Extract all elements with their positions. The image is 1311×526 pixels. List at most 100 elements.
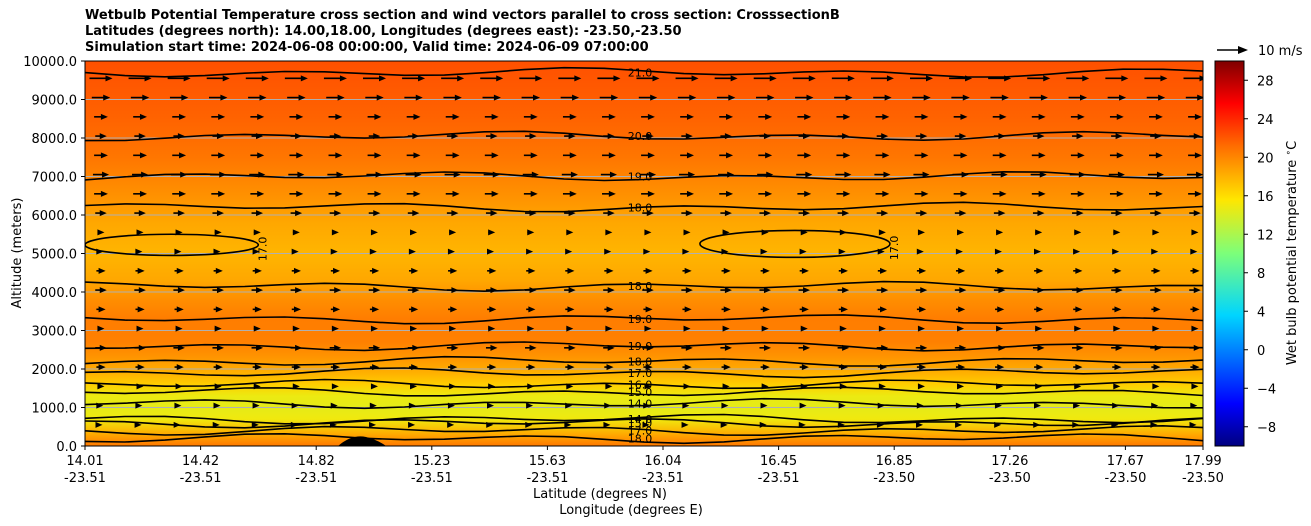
wind-arrow-head [803, 133, 811, 140]
wind-arrow-head [138, 210, 146, 217]
wind-arrow-head [1152, 383, 1160, 390]
wind-arrow-head [450, 364, 458, 371]
wind-arrow-head [842, 344, 850, 351]
wind-arrow-head [881, 287, 889, 294]
wind-arrow-head [916, 421, 923, 428]
wind-arrow-head [843, 113, 851, 120]
wind-arrow-head [370, 325, 378, 332]
wind-arrow-head [486, 421, 494, 428]
wind-arrow-head [683, 325, 691, 332]
wind-arrow-head [998, 133, 1006, 140]
wind-arrow-head [526, 402, 534, 409]
wind-arrow-head [958, 306, 966, 313]
wind-arrow-head [882, 152, 890, 159]
wind-arrow-head [840, 306, 848, 313]
wind-arrow-head [412, 344, 420, 351]
contour-line [85, 413, 1203, 425]
quiver-key-arrowhead [1238, 46, 1248, 54]
wind-arrow-head [765, 190, 773, 197]
closed-contour [699, 229, 891, 259]
wind-arrow-head [214, 229, 222, 236]
wind-arrow-head [916, 248, 924, 255]
wind-arrow-head [179, 190, 187, 197]
wind-arrow-head [996, 383, 1004, 390]
wind-arrow-head [1114, 267, 1122, 274]
x-tick-label-lat: 17.99 [1184, 454, 1221, 469]
y-tick-label: 8000.0 [32, 132, 78, 147]
wind-arrow-head [724, 133, 732, 140]
wind-arrow-head [724, 344, 732, 351]
wind-arrow-head [254, 364, 262, 371]
wind-arrow-head [176, 306, 184, 313]
wind-arrow-head [845, 94, 853, 101]
x-tick-label-lat: 16.04 [644, 454, 681, 469]
wind-arrow-head [256, 133, 264, 140]
wind-arrow-head [413, 152, 421, 159]
wind-arrow-head [607, 210, 615, 217]
wind-arrow-head [684, 267, 692, 274]
wind-arrow-head [411, 364, 419, 371]
wind-arrow-head [723, 267, 731, 274]
wind-arrow-head [183, 75, 191, 82]
wind-arrow-head [292, 229, 300, 236]
wind-arrow-head [645, 306, 653, 313]
wind-arrow-head [842, 287, 850, 294]
wind-arrow-head [722, 229, 730, 236]
contour-line [85, 355, 1203, 367]
wind-arrow-head [652, 75, 660, 82]
wind-arrow-head [920, 344, 928, 351]
wind-arrow-head [958, 364, 966, 371]
contour-label: 14.0 [628, 398, 653, 411]
wind-arrow-head [1074, 229, 1082, 236]
wind-arrow-head [1115, 344, 1123, 351]
wind-arrow-head [919, 306, 927, 313]
wind-arrow-head [1154, 287, 1162, 294]
wind-arrow-head [839, 229, 847, 236]
wind-arrow-head [535, 75, 543, 82]
wind-arrow-head [916, 402, 924, 409]
wind-arrow-head [1152, 229, 1160, 236]
wind-arrow-head [530, 113, 538, 120]
wind-arrow-head [567, 267, 575, 274]
contour-line [85, 386, 1203, 397]
wind-arrow-head [449, 229, 457, 236]
wind-arrow-head [176, 364, 184, 371]
wind-arrow-head [880, 267, 888, 274]
wind-arrow-head [685, 210, 693, 217]
wind-arrow-head [761, 383, 769, 390]
wind-arrow-head [453, 171, 461, 178]
contour-label: 21.0 [628, 67, 653, 80]
wind-arrow-head [490, 287, 498, 294]
wind-arrow-head [564, 421, 572, 428]
colorbar-tick-label: 0 [1257, 344, 1265, 359]
wind-arrow-head [681, 421, 689, 428]
wind-arrow-head [293, 267, 301, 274]
wind-arrow-head [295, 210, 303, 217]
wind-arrow-head [763, 210, 771, 217]
contour-line [85, 170, 1203, 182]
wind-arrow-head [175, 229, 183, 236]
wind-arrow-head [1154, 133, 1162, 140]
wind-arrow-head [994, 402, 1002, 409]
wind-arrow-head [569, 113, 577, 120]
x-tick-label-lat: 15.23 [413, 454, 450, 469]
wind-arrow-head [1075, 267, 1083, 274]
wind-arrow-head [1000, 171, 1008, 178]
wind-arrow-head [723, 306, 731, 313]
x-tick-label-lat: 14.42 [182, 454, 219, 469]
wind-vectors [89, 75, 1203, 428]
wind-arrow-head [214, 325, 222, 332]
wind-arrow-head [800, 229, 808, 236]
wind-arrow-head [261, 75, 269, 82]
wind-arrow-head [490, 344, 498, 351]
wind-arrow-head [726, 113, 734, 120]
wind-arrow-head [96, 248, 104, 255]
wind-arrow-head [489, 364, 497, 371]
wind-arrow-head [219, 171, 227, 178]
colorbar-tick-label: −8 [1257, 421, 1276, 436]
wind-arrow-head [837, 421, 845, 428]
wind-arrow-head [1192, 306, 1200, 313]
wind-arrow-head [649, 171, 657, 178]
wind-arrow-head [1152, 325, 1160, 332]
wind-arrow-head [410, 325, 418, 332]
